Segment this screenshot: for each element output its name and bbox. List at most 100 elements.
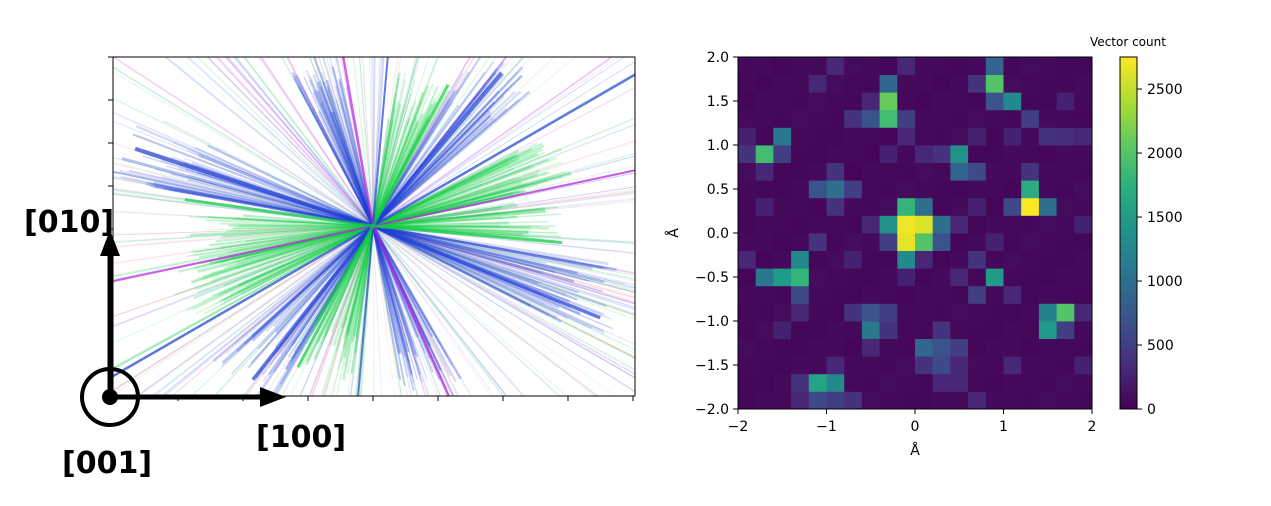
vector-ray bbox=[372, 83, 434, 227]
vector-ray bbox=[372, 225, 635, 293]
vector-ray bbox=[372, 225, 635, 293]
vector-ray bbox=[372, 225, 635, 371]
vector-ray bbox=[372, 172, 539, 228]
heatmap-cell bbox=[826, 215, 845, 234]
heatmap-cell bbox=[1038, 233, 1057, 251]
vector-ray bbox=[220, 224, 374, 249]
vector-ray bbox=[210, 224, 374, 275]
heatmap-cell bbox=[738, 303, 757, 322]
vector-ray bbox=[372, 114, 492, 227]
vector-ray bbox=[194, 146, 374, 227]
vector-ray bbox=[164, 57, 374, 227]
heatmap-cell bbox=[1038, 162, 1057, 181]
heatmap-cell bbox=[1021, 233, 1040, 251]
vector-ray bbox=[202, 224, 374, 279]
heatmap-cell bbox=[1074, 127, 1093, 146]
vector-ray bbox=[372, 225, 608, 270]
heatmap-cell bbox=[1056, 57, 1075, 75]
vector-ray bbox=[335, 225, 374, 352]
vector-ray bbox=[371, 104, 406, 227]
heatmap-cell bbox=[915, 197, 934, 216]
heatmap-cell bbox=[738, 74, 757, 93]
vector-ray bbox=[372, 224, 562, 323]
vector-ray bbox=[371, 101, 454, 227]
vector-ray bbox=[371, 92, 425, 227]
heatmap-cell bbox=[1074, 162, 1093, 181]
vector-ray bbox=[220, 225, 374, 306]
vector-ray bbox=[372, 225, 430, 332]
vector-ray bbox=[113, 175, 374, 227]
heatmap-cell bbox=[932, 285, 951, 304]
heatmap-cell bbox=[844, 373, 863, 392]
vector-ray bbox=[209, 225, 374, 247]
heatmap-cell bbox=[791, 215, 810, 234]
heatmap-cell bbox=[897, 250, 916, 269]
heatmap-cell bbox=[1021, 74, 1040, 93]
vector-ray-strong bbox=[372, 224, 563, 245]
heatmap-cell bbox=[791, 233, 810, 251]
heatmap-x-ticks: −2 −1 0 1 2 bbox=[728, 409, 1096, 435]
vector-ray-strong bbox=[341, 57, 375, 227]
heatmap-cell bbox=[755, 57, 774, 75]
vector-ray bbox=[372, 225, 635, 287]
vector-ray bbox=[281, 57, 374, 227]
heatmap-cell bbox=[861, 356, 880, 375]
heatmap-cell bbox=[1038, 145, 1057, 163]
vector-ray bbox=[372, 90, 531, 228]
vector-ray bbox=[314, 89, 375, 227]
vector-ray bbox=[309, 57, 374, 227]
vector-ray bbox=[269, 225, 375, 396]
vector-ray bbox=[372, 147, 533, 228]
heatmap-cell bbox=[1003, 338, 1022, 357]
heatmap-cell bbox=[773, 303, 792, 322]
heatmap-cell bbox=[861, 285, 880, 304]
heatmap-cell bbox=[879, 391, 898, 410]
heatmap-cell bbox=[1038, 391, 1057, 410]
vector-ray bbox=[113, 66, 374, 227]
vector-ray bbox=[372, 153, 518, 228]
heatmap-cell bbox=[879, 92, 898, 111]
colorbar-gradient bbox=[1119, 56, 1138, 410]
heatmap-cell bbox=[808, 162, 827, 181]
vector-ray bbox=[372, 208, 546, 228]
vector-ray bbox=[196, 224, 374, 281]
vector-ray bbox=[320, 71, 375, 227]
heatmap-cell bbox=[773, 233, 792, 251]
heatmap-cell bbox=[1056, 250, 1075, 269]
heatmap-cell bbox=[968, 250, 987, 269]
vector-ray bbox=[298, 86, 374, 227]
heatmap-cell bbox=[932, 145, 951, 163]
vector-ray bbox=[372, 225, 442, 346]
direction-indicator: [010] [100] [001] bbox=[24, 205, 346, 481]
heatmap-cell bbox=[1038, 268, 1057, 287]
heatmap-cell bbox=[879, 250, 898, 269]
heatmap-cell bbox=[861, 233, 880, 251]
vector-ray bbox=[372, 208, 536, 227]
heatmap-cell bbox=[755, 233, 774, 251]
heatmap-cell bbox=[755, 197, 774, 216]
heatmap-cell bbox=[950, 321, 969, 339]
vector-ray bbox=[371, 116, 418, 227]
vector-ray bbox=[372, 204, 518, 228]
vector-ray bbox=[372, 225, 579, 294]
vector-ray bbox=[371, 225, 410, 353]
heatmap-cell bbox=[879, 215, 898, 234]
vector-ray bbox=[372, 91, 522, 227]
z-direction-dot-icon bbox=[102, 389, 118, 405]
vector-ray bbox=[345, 225, 375, 334]
vector-ray bbox=[247, 225, 374, 369]
vector-ray bbox=[372, 183, 538, 228]
vector-ray bbox=[372, 175, 536, 227]
heatmap-cell bbox=[1038, 197, 1057, 216]
vector-ray bbox=[372, 118, 390, 227]
heatmap-cell bbox=[915, 127, 934, 146]
vector-ray bbox=[113, 225, 374, 244]
vector-ray bbox=[191, 225, 374, 311]
vector-ray bbox=[221, 224, 374, 364]
vector-ray bbox=[200, 225, 374, 281]
vector-ray bbox=[372, 163, 509, 227]
vector-ray bbox=[372, 86, 635, 227]
heatmap-cell bbox=[915, 92, 934, 111]
heatmap-cell bbox=[932, 162, 951, 181]
